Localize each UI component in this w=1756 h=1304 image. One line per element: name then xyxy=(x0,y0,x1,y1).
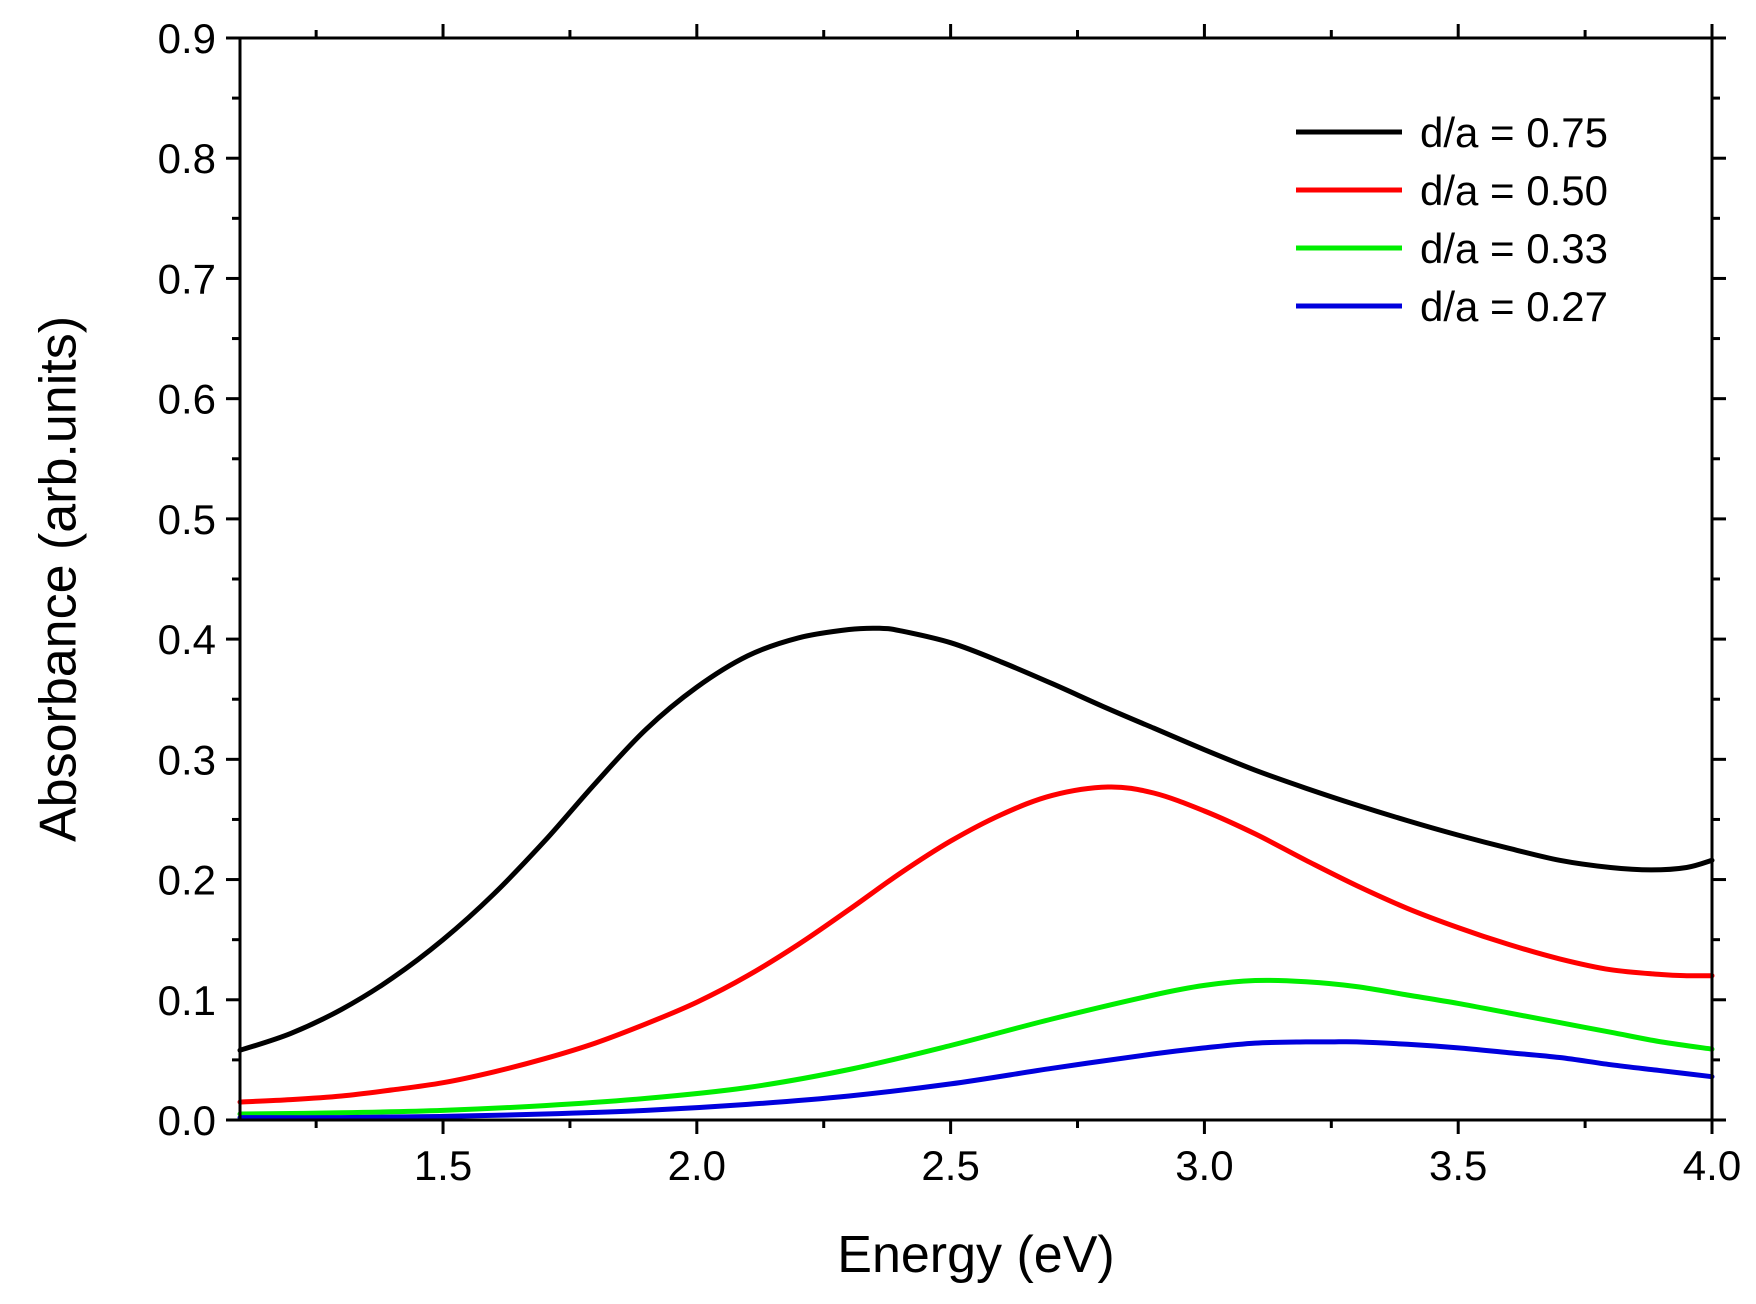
y-tick-label: 0.7 xyxy=(158,255,216,302)
legend-label-3: d/a = 0.27 xyxy=(1420,283,1608,330)
x-tick-label: 4.0 xyxy=(1683,1142,1741,1189)
series-line-0 xyxy=(237,625,1715,1053)
x-axis-title: Energy (eV) xyxy=(837,1226,1114,1284)
y-axis-title: Absorbance (arb.units) xyxy=(30,316,88,842)
series-line-2 xyxy=(237,977,1715,1117)
y-tick-label: 0.0 xyxy=(158,1097,216,1144)
y-axis-ticks: 0.0 0.1 0.2 0.3 0.4 0.5 0.6 0.7 0.8 0.9 xyxy=(158,15,1726,1144)
series-layer xyxy=(237,625,1715,1121)
y-tick-label: 0.5 xyxy=(158,496,216,543)
x-tick-label: 2.0 xyxy=(668,1142,726,1189)
legend-label-2: d/a = 0.33 xyxy=(1420,225,1608,272)
legend-label-1: d/a = 0.50 xyxy=(1420,167,1608,214)
legend-label-0: d/a = 0.75 xyxy=(1420,109,1608,156)
x-tick-label: 2.5 xyxy=(921,1142,979,1189)
x-tick-label: 3.0 xyxy=(1175,1142,1233,1189)
x-axis-ticks: 1.5 2.0 2.5 3.0 3.5 4.0 xyxy=(314,24,1741,1189)
x-tick-label: 1.5 xyxy=(414,1142,472,1189)
y-tick-label: 0.9 xyxy=(158,15,216,62)
y-tick-label: 0.2 xyxy=(158,857,216,904)
legend: d/a = 0.75 d/a = 0.50 d/a = 0.33 d/a = 0.27 xyxy=(1296,109,1608,330)
y-tick-label: 0.8 xyxy=(158,135,216,182)
series-line-3 xyxy=(237,1039,1715,1121)
series-line-1 xyxy=(237,784,1715,1105)
y-tick-label: 0.6 xyxy=(158,376,216,423)
y-tick-label: 0.1 xyxy=(158,977,216,1024)
y-tick-label: 0.3 xyxy=(158,736,216,783)
y-tick-label: 0.4 xyxy=(158,616,216,663)
x-tick-label: 3.5 xyxy=(1429,1142,1487,1189)
